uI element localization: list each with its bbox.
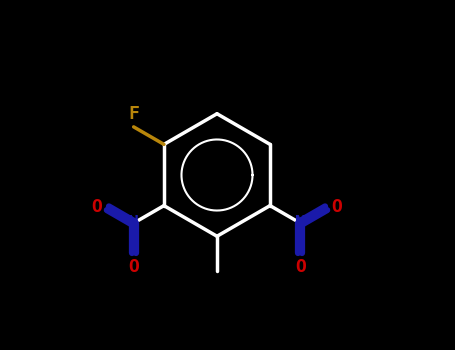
Text: N: N xyxy=(128,214,139,232)
Text: O: O xyxy=(91,197,102,216)
Text: N: N xyxy=(295,214,306,232)
Text: F: F xyxy=(128,105,139,122)
Text: O: O xyxy=(295,258,306,276)
Text: O: O xyxy=(128,258,139,276)
Text: O: O xyxy=(332,197,343,216)
